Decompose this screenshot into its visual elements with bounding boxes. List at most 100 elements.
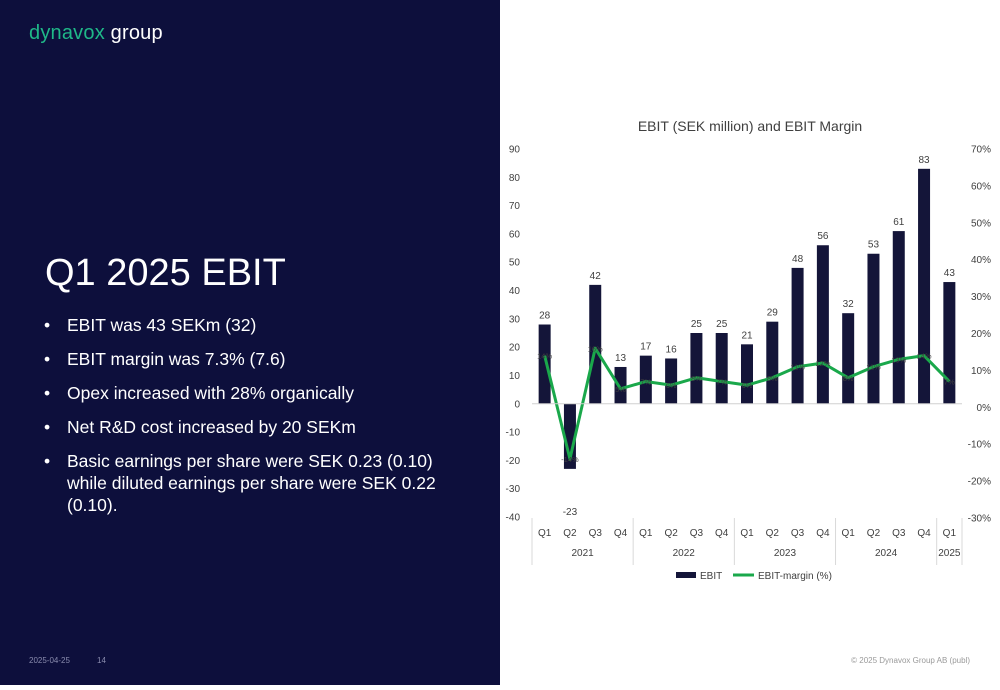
x-tick-label: Q3 <box>690 528 704 539</box>
x-tick-label: Q3 <box>589 528 603 539</box>
ebit-bar <box>791 267 804 404</box>
ebit-chart: EBIT (SEK million) and EBIT Margin 90 80 7… <box>506 118 992 582</box>
ebit-bar <box>741 344 753 404</box>
margin-value-label: 7% <box>716 377 727 386</box>
company-logo: dynavox group <box>29 22 163 45</box>
margin-value-label: 14% <box>537 352 552 361</box>
x-tick-label: Q2 <box>563 528 577 539</box>
margin-line <box>543 346 951 461</box>
bullet-text: Basic earnings per share were SEK 0.23 (… <box>67 451 436 515</box>
x-tick-label: Q2 <box>664 528 678 539</box>
x-tick-label: Q3 <box>791 528 805 539</box>
margin-value-label: -14% <box>561 455 579 464</box>
ebit-bar <box>943 282 956 404</box>
ebit-bar <box>867 253 880 404</box>
y2-tick-label: 30% <box>971 292 991 303</box>
x-tick-label: Q3 <box>892 528 906 539</box>
y-tick-label: -20 <box>506 456 521 467</box>
ebit-value-label: 43 <box>944 268 956 279</box>
ebit-bar <box>766 321 779 404</box>
ebit-value-label: 53 <box>868 240 880 251</box>
right-y-axis: 70% 60% 50% 40% 30% 20% 10% 0% -10% -20% -30% <box>968 145 991 525</box>
x-group-label: 2022 <box>673 548 696 559</box>
legend-label-ebit: EBIT <box>700 571 722 582</box>
margin-value-label: 14% <box>917 352 932 361</box>
y-tick-label: 60 <box>509 229 521 240</box>
ebit-value-label: -23 <box>563 507 578 518</box>
ebit-bar <box>842 313 855 404</box>
ebit-value-label: 29 <box>767 308 779 319</box>
x-group-label: 2024 <box>875 548 898 559</box>
ebit-bar <box>665 358 678 404</box>
margin-value-label: 11% <box>866 363 881 372</box>
ebit-bar <box>690 333 703 404</box>
chart-title: EBIT (SEK million) and EBIT Margin <box>638 118 862 134</box>
x-tick-label: Q2 <box>867 528 881 539</box>
bullet-item: • EBIT was 43 SEKm (32) <box>44 314 454 336</box>
ebit-bar <box>614 366 627 404</box>
ebit-value-label: 83 <box>918 155 930 166</box>
y-tick-label: 80 <box>509 173 521 184</box>
logo-brand-text: dynavox <box>29 22 105 44</box>
bullet-text: Net R&D cost increased by 20 SEKm <box>67 417 356 437</box>
ebit-bar <box>918 168 931 404</box>
x-tick-label: Q4 <box>816 528 830 539</box>
bullet-list: • EBIT was 43 SEKm (32) • EBIT margin was … <box>44 314 454 528</box>
margin-value-label: 8% <box>767 374 778 383</box>
legend-swatch-ebit <box>676 572 696 578</box>
ebit-value-label: 25 <box>691 319 703 330</box>
ebit-value-label: 32 <box>843 299 855 310</box>
y2-tick-label: 10% <box>971 366 991 377</box>
ebit-value-label: 13 <box>615 353 627 364</box>
margin-value-label: 7% <box>944 377 955 386</box>
margin-value-label: 16% <box>588 344 603 353</box>
ebit-value-label: 17 <box>640 342 652 353</box>
y2-tick-label: 60% <box>971 181 991 192</box>
y-tick-label: 70 <box>509 201 521 212</box>
y2-tick-label: 50% <box>971 218 991 229</box>
right-panel: EBIT (SEK million) and EBIT Margin 90 80 7… <box>500 0 1000 685</box>
footer-date: 2025-04-25 <box>29 656 70 665</box>
x-tick-label: Q1 <box>740 528 754 539</box>
ebit-value-label: 21 <box>741 330 753 341</box>
ebit-bar <box>715 333 728 404</box>
ebit-bar <box>538 324 551 404</box>
bullet-item: • Net R&D cost increased by 20 SEKm <box>44 416 454 438</box>
y-tick-label: 50 <box>509 258 521 269</box>
y-tick-label: 40 <box>509 286 521 297</box>
margin-value-label: 7% <box>640 377 651 386</box>
ebit-bar <box>589 284 602 404</box>
margin-value-label: 5% <box>615 385 626 394</box>
left-y-axis: 90 80 70 60 50 40 30 20 10 0 -10 -20 -30 -40 <box>506 145 521 524</box>
bullet-symbol: • <box>44 451 51 471</box>
margin-value-label: 12% <box>815 359 830 368</box>
ebit-bars <box>538 168 956 469</box>
x-tick-label: Q1 <box>538 528 552 539</box>
x-tick-label: Q2 <box>766 528 780 539</box>
bullet-text: EBIT margin was 7.3% (7.6) <box>67 349 286 369</box>
bullet-symbol: • <box>44 315 51 335</box>
x-tick-label: Q1 <box>842 528 856 539</box>
copyright-text: © 2025 Dynavox Group AB (publ) <box>851 656 970 665</box>
slide-title: Q1 2025 EBIT <box>45 252 286 294</box>
bullet-item: • Opex increased with 28% organically <box>44 382 454 404</box>
page-number: 14 <box>97 656 106 665</box>
x-tick-label: Q1 <box>943 528 957 539</box>
y2-tick-label: 0% <box>977 403 992 414</box>
y2-tick-label: -10% <box>968 440 991 451</box>
margin-value-label: 11% <box>790 363 805 372</box>
ebit-bar <box>816 245 829 404</box>
y-tick-label: 10 <box>509 371 521 382</box>
y-tick-label: 0 <box>514 399 520 410</box>
bullet-symbol: • <box>44 383 51 403</box>
ebit-value-label: 28 <box>539 311 551 322</box>
x-tick-label: Q1 <box>639 528 653 539</box>
x-group-label: 2025 <box>938 548 961 559</box>
margin-value-label: 6% <box>742 381 753 390</box>
margin-value-label: 13% <box>891 355 906 364</box>
bullet-symbol: • <box>44 349 51 369</box>
ebit-value-label: 42 <box>590 271 602 282</box>
y2-tick-label: 20% <box>971 329 991 340</box>
y2-tick-label: -20% <box>968 477 991 488</box>
bullet-symbol: • <box>44 417 51 437</box>
